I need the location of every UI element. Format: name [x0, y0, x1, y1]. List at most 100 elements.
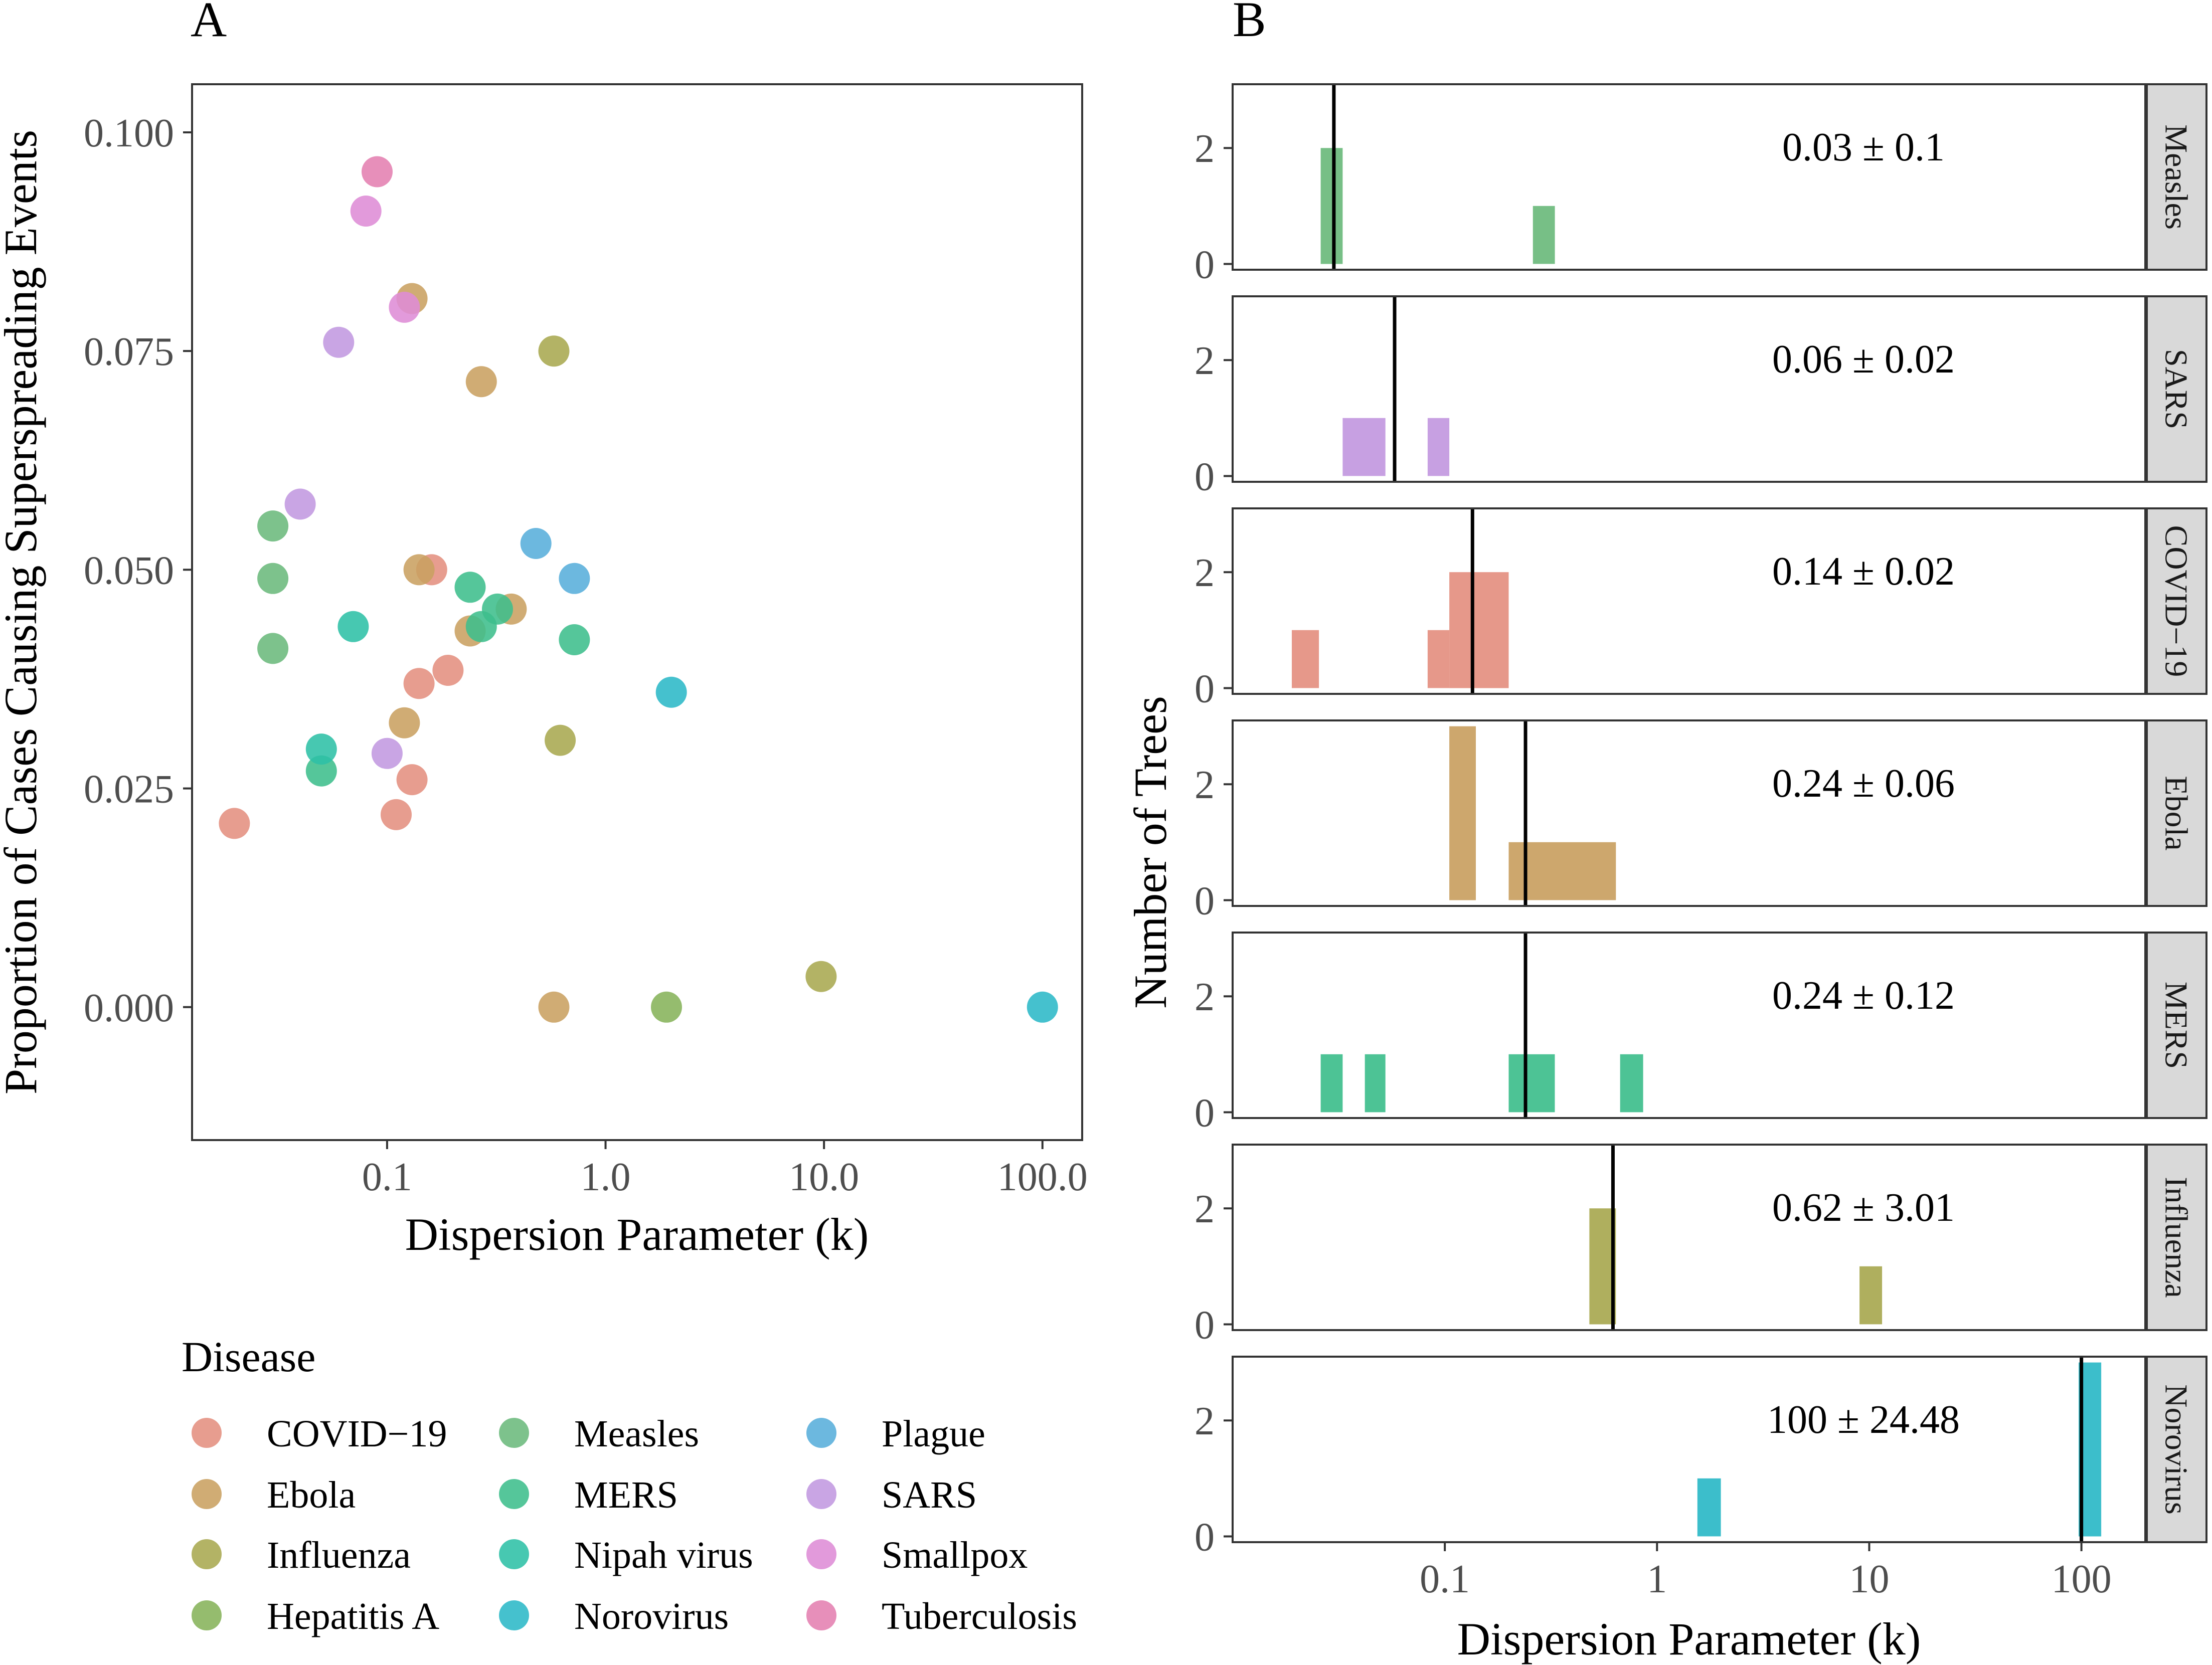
scatter-point	[403, 668, 435, 699]
scatter-point	[465, 611, 497, 642]
scatter-point	[805, 961, 837, 992]
panel-a-points	[219, 156, 1058, 1023]
legend-key	[499, 1600, 529, 1630]
legend: Disease COVID−19 Ebola Influenza Hepatitis …	[182, 1333, 1077, 1637]
facet-border	[1232, 83, 2146, 271]
panel-a-plot-border	[191, 83, 1083, 1141]
scatter-point	[545, 724, 576, 756]
facet-strip	[2146, 507, 2207, 695]
histogram-bar	[1449, 572, 1509, 688]
x-tick-label: 1	[1647, 1557, 1667, 1601]
legend-label: Tuberculosis	[882, 1595, 1077, 1637]
facet-border	[1232, 719, 2146, 907]
legend-label: Nipah virus	[574, 1534, 753, 1576]
histogram-bar	[1859, 1266, 1883, 1325]
facet-strip-label: Influenza	[2159, 1177, 2194, 1298]
facet: MERS 0.24 ± 0.12 0 2	[1195, 932, 2207, 1135]
histogram-bar	[1342, 418, 1386, 476]
facet-strip-label: Measles	[2159, 124, 2194, 230]
y-tick-label: 0.100	[84, 111, 174, 155]
legend-key	[806, 1479, 836, 1509]
scatter-point	[284, 488, 316, 520]
facet-strip	[2146, 83, 2207, 271]
facet-border	[1232, 1356, 2146, 1543]
scatter-point	[465, 366, 497, 398]
y-tick-label: 0	[1195, 455, 1215, 499]
y-tick-label: 0	[1195, 879, 1215, 923]
y-tick-label: 0	[1195, 667, 1215, 711]
legend-label: Ebola	[267, 1474, 356, 1516]
scatter-point	[257, 510, 289, 542]
facet: Influenza 0.62 ± 3.01 0 2	[1195, 1144, 2207, 1347]
legend-label: COVID−19	[267, 1413, 447, 1455]
legend-label: Influenza	[267, 1534, 411, 1576]
facet-border	[1232, 1144, 2146, 1331]
y-tick-label: 2	[1195, 975, 1215, 1019]
y-tick-label: 0.075	[84, 330, 174, 374]
facet-border	[1232, 295, 2146, 483]
panel-a-x-axis-label: Dispersion Parameter (k)	[405, 1209, 869, 1260]
facet-annotation: 0.14 ± 0.02	[1772, 549, 1955, 594]
facet: SARS 0.06 ± 0.02 0 2	[1195, 295, 2207, 499]
x-tick-label: 0.1	[1420, 1557, 1470, 1601]
facet-strip	[2146, 295, 2207, 483]
histogram-bar	[1427, 630, 1450, 688]
histogram-bar	[1320, 148, 1343, 264]
histogram-bar	[1533, 206, 1555, 264]
facet: Measles 0.03 ± 0.1 0 2	[1195, 83, 2207, 287]
facet-strip-label: Ebola	[2159, 776, 2194, 850]
scatter-point	[1027, 991, 1058, 1023]
x-tick-label: 10	[1849, 1557, 1889, 1601]
facet-border	[1232, 932, 2146, 1119]
scatter-point	[219, 808, 250, 839]
y-tick-label: 2	[1195, 127, 1215, 171]
legend-label: Measles	[574, 1413, 699, 1455]
x-tick-label: 0.1	[362, 1155, 412, 1199]
legend-key	[499, 1539, 529, 1569]
facet: Norovirus 100 ± 24.48 0 2	[1195, 1356, 2207, 1559]
scatter-point	[362, 156, 393, 188]
scatter-point	[381, 799, 412, 830]
facet-border	[1232, 507, 2146, 695]
scatter-point	[389, 291, 420, 323]
legend-key	[192, 1600, 222, 1630]
facet: COVID−19 0.14 ± 0.02 0 2	[1195, 507, 2207, 711]
y-tick-label: 2	[1195, 1399, 1215, 1443]
legend-label: SARS	[882, 1474, 977, 1516]
scatter-point	[257, 563, 289, 594]
facet-strip	[2146, 932, 2207, 1119]
panel-a-x-ticks: 0.1 1.0 10.0 100.0	[362, 1140, 1088, 1199]
y-tick-label: 0	[1195, 1091, 1215, 1135]
legend-key	[806, 1600, 836, 1630]
scatter-point	[559, 624, 590, 655]
scatter-point	[257, 633, 289, 664]
panel-b-x-axis-label: Dispersion Parameter (k)	[1457, 1613, 1921, 1664]
legend-key	[499, 1479, 529, 1509]
scatter-point	[305, 755, 337, 787]
histogram-bar	[1292, 630, 1319, 688]
y-tick-label: 0.050	[84, 548, 174, 593]
legend-key	[806, 1418, 836, 1448]
facet-annotation: 0.03 ± 0.1	[1782, 125, 1945, 169]
histogram-bar	[1365, 1054, 1386, 1113]
scatter-point	[520, 528, 552, 559]
panel-a-y-axis-label: Proportion of Cases Causing Superspreadi…	[0, 130, 46, 1094]
panel-b-y-axis-label: Number of Trees	[1125, 696, 1176, 1009]
scatter-point	[396, 764, 428, 796]
legend-key	[192, 1539, 222, 1569]
facet-strip	[2146, 1144, 2207, 1331]
scatter-point	[389, 707, 420, 738]
y-tick-label: 2	[1195, 1187, 1215, 1231]
scatter-point	[538, 335, 570, 367]
x-tick-label: 1.0	[581, 1155, 631, 1199]
x-tick-label: 10.0	[789, 1155, 859, 1199]
y-tick-label: 0	[1195, 1515, 1215, 1559]
scatter-point	[350, 196, 382, 227]
legend-key	[499, 1418, 529, 1448]
histogram-bar	[1697, 1478, 1721, 1537]
scatter-point	[403, 554, 435, 586]
facet-annotation: 0.24 ± 0.12	[1772, 974, 1955, 1018]
x-tick-label: 100	[2052, 1557, 2112, 1601]
